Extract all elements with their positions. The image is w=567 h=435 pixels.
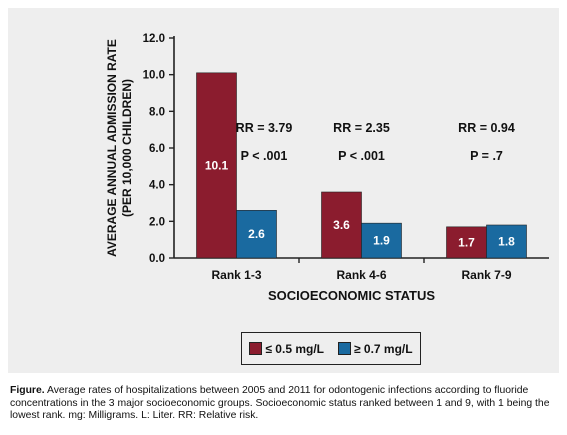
caption-text: Average rates of hospitalizations betwee… (10, 385, 550, 422)
bar (196, 72, 237, 259)
x-axis-title: SOCIOECONOMIC STATUS (268, 288, 435, 303)
y-tick-label: 12.0 (143, 33, 165, 45)
bar-value-label: 2.6 (248, 227, 265, 241)
y-axis-title-line2: (PER 10,000 CHILDREN) (120, 79, 134, 217)
y-tick-label: 10.0 (143, 70, 165, 82)
y-axis-title-line1: AVERAGE ANNUAL ADMISSION RATE (105, 39, 119, 257)
x-tick-label: Rank 1-3 (211, 268, 261, 282)
bar-value-label: 1.9 (373, 234, 390, 248)
bar (446, 226, 487, 259)
legend-entry-low: ≤ 0.5 mg/L (249, 342, 324, 356)
bar-chart: 0.0 2.0 4.0 6.0 8.0 10.0 12.0 AVERAGE ANNUAL AD… (105, 33, 549, 303)
bar (321, 191, 362, 259)
bar-value-label: 10.1 (205, 158, 229, 172)
bar-value-label: 1.7 (458, 235, 475, 249)
bar (486, 224, 527, 259)
bar-value-label: 1.8 (498, 235, 515, 249)
legend-label-low: ≤ 0.5 mg/L (265, 341, 324, 356)
legend: ≤ 0.5 mg/L ≥ 0.7 mg/L (241, 332, 421, 365)
rr-annotation: RR = 0.94 (458, 121, 515, 135)
legend-swatch-high (338, 342, 351, 355)
x-tick-label: Rank 7-9 (461, 268, 511, 282)
x-tick-label: Rank 4-6 (336, 268, 386, 282)
bar (361, 222, 402, 259)
p-annotation: P = .7 (470, 149, 503, 163)
y-tick-label: 6.0 (149, 143, 165, 155)
legend-swatch-low (249, 342, 263, 355)
chart-panel: 0.0 2.0 4.0 6.0 8.0 10.0 12.0 AVERAGE ANNUAL AD… (8, 8, 559, 373)
p-annotation: P < .001 (241, 149, 288, 163)
y-tick-label: 0.0 (149, 253, 165, 265)
legend-label-high: ≥ 0.7 mg/L (354, 341, 413, 356)
figure-caption: Figure. Average rates of hospitalization… (10, 385, 558, 423)
rr-annotation: RR = 2.35 (333, 121, 390, 135)
rr-annotation: RR = 3.79 (236, 121, 293, 135)
bar-value-label: 3.6 (333, 218, 350, 232)
p-annotation: P < .001 (338, 149, 385, 163)
y-tick-label: 8.0 (149, 106, 165, 118)
y-tick-label: 4.0 (149, 180, 165, 192)
caption-label: Figure. (10, 385, 45, 396)
legend-entry-high: ≥ 0.7 mg/L (338, 342, 413, 356)
y-tick-label: 2.0 (149, 216, 165, 228)
bar (236, 210, 277, 259)
